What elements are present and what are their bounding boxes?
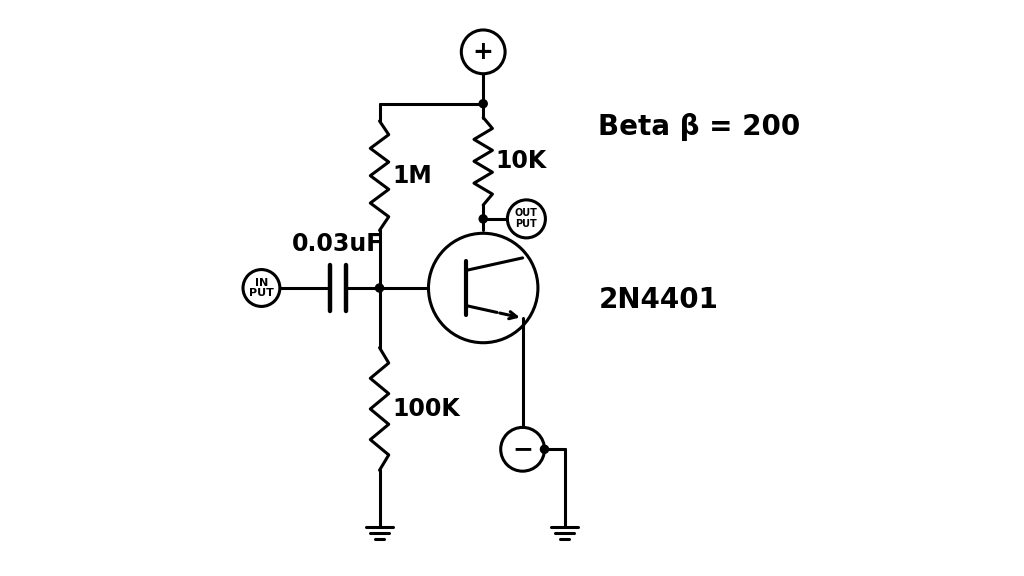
Text: 100K: 100K [392, 397, 460, 421]
Circle shape [376, 284, 384, 292]
Circle shape [479, 100, 487, 108]
Circle shape [479, 215, 487, 223]
Text: Beta β = 200: Beta β = 200 [598, 113, 801, 141]
Text: 1M: 1M [392, 164, 432, 188]
Text: IN
PUT: IN PUT [249, 278, 273, 298]
Text: +: + [473, 40, 494, 64]
Text: 0.03uF: 0.03uF [292, 232, 383, 256]
Circle shape [541, 445, 549, 453]
Text: OUT
PUT: OUT PUT [515, 209, 538, 229]
Text: −: − [512, 437, 534, 461]
Text: 2N4401: 2N4401 [598, 286, 718, 313]
Text: 10K: 10K [496, 149, 547, 173]
